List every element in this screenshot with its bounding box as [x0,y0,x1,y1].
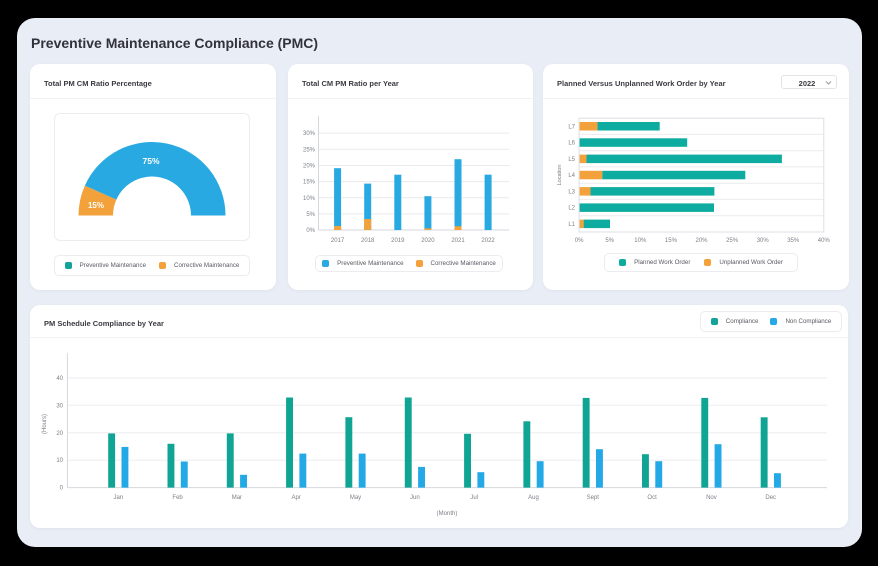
svg-text:10%: 10% [634,238,647,244]
svg-text:20%: 20% [695,238,708,244]
svg-text:L7: L7 [568,124,575,130]
svg-text:Dec: Dec [765,495,776,501]
svg-text:Nov: Nov [706,495,717,501]
svg-text:Location: Location [557,165,563,186]
svg-text:L1: L1 [568,222,575,228]
svg-text:Jul: Jul [470,495,478,501]
svg-text:L5: L5 [568,157,575,163]
svg-text:L2: L2 [568,206,575,212]
svg-text:40: 40 [56,376,63,382]
svg-text:75%: 75% [142,156,159,166]
svg-text:Jan: Jan [113,495,123,501]
svg-text:10: 10 [56,458,63,464]
svg-text:2017: 2017 [331,238,345,244]
svg-text:2019: 2019 [391,238,405,244]
svg-text:2020: 2020 [421,238,435,244]
svg-text:2018: 2018 [361,238,375,244]
svg-text:(Hours): (Hours) [42,414,48,434]
svg-text:30%: 30% [757,238,770,244]
svg-text:5%: 5% [306,212,315,218]
svg-text:5%: 5% [605,238,614,244]
svg-text:15%: 15% [303,180,316,186]
svg-text:0%: 0% [575,238,584,244]
svg-text:Aug: Aug [528,495,539,501]
svg-text:Apr: Apr [292,495,301,501]
svg-text:25%: 25% [726,238,739,244]
svg-text:2021: 2021 [451,238,465,244]
svg-text:Sept: Sept [587,495,600,501]
svg-text:L3: L3 [568,189,575,195]
svg-text:L6: L6 [568,141,575,147]
svg-text:0: 0 [60,486,64,492]
svg-text:30%: 30% [303,131,316,137]
svg-text:Feb: Feb [172,495,183,501]
svg-text:15%: 15% [665,238,678,244]
svg-text:(Month): (Month) [437,511,458,517]
svg-text:40%: 40% [818,238,831,244]
svg-text:35%: 35% [787,238,800,244]
svg-text:15%: 15% [88,201,104,210]
svg-text:Mar: Mar [232,495,242,501]
svg-text:L4: L4 [568,173,575,179]
svg-text:20: 20 [56,431,63,437]
svg-text:25%: 25% [303,147,316,153]
svg-text:Oct: Oct [647,495,657,501]
svg-text:May: May [350,495,361,501]
svg-text:20%: 20% [303,164,316,170]
svg-text:10%: 10% [303,196,316,202]
svg-text:30: 30 [56,403,63,409]
svg-text:0%: 0% [306,228,315,234]
svg-text:Jun: Jun [410,495,420,501]
svg-text:2022: 2022 [481,238,495,244]
